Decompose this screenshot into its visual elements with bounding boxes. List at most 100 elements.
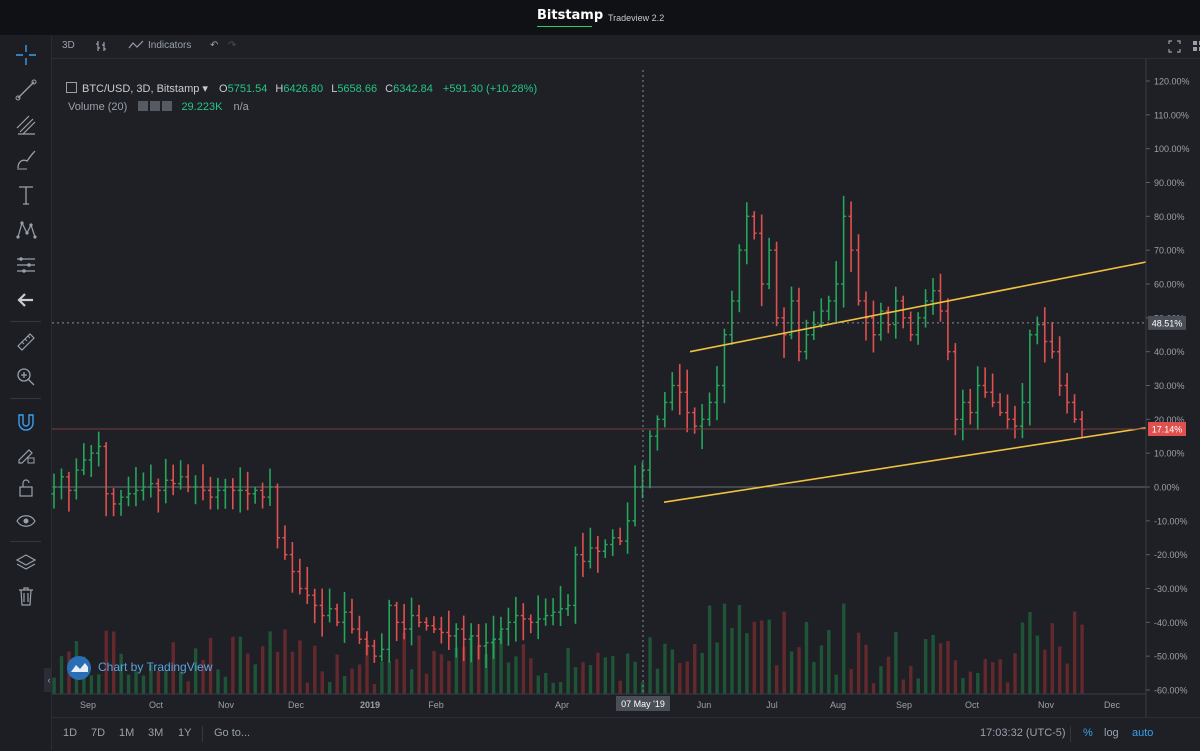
volume-bar — [1043, 649, 1047, 694]
symbol-label[interactable]: BTC/USD, 3D, Bitstamp — [82, 83, 200, 95]
log-scale-toggle[interactable]: log — [1104, 727, 1119, 739]
collapse-sidebar-button[interactable]: ‹ — [44, 668, 54, 692]
undo-icon[interactable]: ↶ — [210, 40, 219, 51]
x-tick-label: Oct — [965, 700, 980, 710]
volume-bar — [819, 645, 824, 694]
volume-bar — [625, 653, 630, 694]
goto-button[interactable]: Go to... — [214, 727, 251, 739]
volume-bar — [603, 657, 608, 694]
y-tick-label: 80.00% — [1154, 212, 1185, 222]
volume-bar — [97, 674, 101, 694]
volume-bar — [156, 670, 161, 694]
redo-icon[interactable]: ↷ — [228, 40, 237, 51]
brush-tool-icon[interactable] — [13, 147, 39, 173]
volume-bar — [611, 655, 615, 694]
low-value: 5658.66 — [337, 83, 378, 95]
crosshair-y-badge — [1148, 315, 1186, 330]
volume-bar — [1058, 646, 1062, 694]
interval-button[interactable]: 3D — [62, 40, 75, 51]
auto-scale-toggle[interactable]: auto — [1132, 727, 1154, 739]
volume-bar — [491, 638, 496, 694]
volume-bar — [149, 664, 153, 694]
bottom-toolbar: 1D 7D 1M 3M 1Y Go to... 17:03:32 (UTC-5)… — [52, 717, 1200, 751]
range-7d-button[interactable]: 7D — [91, 727, 106, 739]
indicators-icon[interactable] — [128, 40, 144, 53]
zoom-in-icon[interactable] — [13, 364, 39, 390]
brand-title[interactable]: Bitstamp — [537, 8, 604, 23]
volume-bar — [901, 679, 906, 694]
low-label: L — [331, 83, 338, 95]
x-tick-label: Nov — [218, 700, 235, 710]
watermark-text[interactable]: Chart by TradingView — [98, 660, 213, 675]
pattern-tool-icon[interactable] — [13, 217, 39, 243]
volume-bar — [372, 683, 377, 694]
volume-bar — [544, 672, 548, 694]
fullscreen-icon[interactable] — [1168, 40, 1181, 56]
indicators-button[interactable]: Indicators — [148, 40, 192, 51]
volume-bar — [812, 662, 816, 694]
back-arrow-icon[interactable] — [13, 287, 39, 313]
y-tick-label: 110.00% — [1154, 110, 1189, 120]
trash-icon[interactable] — [13, 583, 39, 609]
volume-bar — [879, 666, 883, 694]
range-3m-button[interactable]: 3M — [148, 727, 164, 739]
range-1m-button[interactable]: 1M — [119, 727, 135, 739]
layers-icon[interactable] — [13, 550, 39, 576]
volume-bar — [745, 633, 749, 694]
volume-bar — [678, 662, 682, 694]
volume-bar — [424, 673, 429, 694]
volume-bar — [387, 661, 392, 694]
volume-bar — [693, 644, 697, 694]
eye-icon[interactable] — [13, 508, 39, 534]
x-tick-label: Oct — [149, 700, 164, 710]
percent-scale-toggle[interactable]: % — [1083, 727, 1093, 739]
dropdown-icon[interactable]: ▾ — [202, 83, 208, 95]
volume-bar — [670, 649, 675, 694]
tradingview-watermark[interactable]: Chart by TradingView — [66, 655, 213, 681]
crosshair-x-label: 07 May '19 — [621, 699, 665, 709]
eye-small-icon[interactable] — [138, 101, 149, 111]
volume-bar — [730, 627, 734, 694]
y-tick-label: 10.00% — [1154, 449, 1185, 459]
range-1y-button[interactable]: 1Y — [178, 727, 192, 739]
volume-buttons[interactable] — [136, 101, 173, 113]
volume-bar — [886, 656, 891, 694]
bar-style-icon[interactable] — [95, 40, 107, 55]
y-tick-label: -60.00% — [1154, 686, 1188, 696]
volume-bar — [1050, 623, 1055, 694]
volume-legend: Volume (20) 29.223K n/a — [68, 101, 249, 113]
pitchfork-tool-icon[interactable] — [13, 112, 39, 138]
y-tick-label: -30.00% — [1154, 584, 1188, 594]
volume-bar — [134, 671, 138, 694]
settings-gear-small-icon[interactable] — [66, 82, 77, 93]
volume-bar — [104, 630, 108, 694]
volume-bar — [700, 652, 704, 694]
crosshair-tool-icon[interactable] — [13, 42, 39, 68]
brand-underline — [537, 26, 592, 27]
volume-bar — [1020, 622, 1025, 694]
text-tool-icon[interactable] — [13, 182, 39, 208]
trendline-tool-icon[interactable] — [13, 77, 39, 103]
ruler-tool-icon[interactable] — [13, 329, 39, 355]
chart-background — [52, 59, 1146, 717]
volume-bar — [640, 682, 645, 694]
volume-bar — [938, 643, 943, 694]
volume-bar — [663, 643, 667, 694]
lock-icon[interactable] — [13, 475, 39, 501]
close-small-icon[interactable] — [162, 101, 173, 111]
volume-bar — [298, 640, 302, 694]
x-tick-label: Sep — [80, 700, 96, 710]
range-1d-button[interactable]: 1D — [63, 727, 78, 739]
magnet-icon[interactable] — [13, 409, 39, 435]
pencil-lock-icon[interactable] — [13, 442, 39, 468]
drawing-tools-sidebar — [0, 36, 52, 750]
volume-value: 29.223K — [181, 101, 223, 113]
bottom-divider — [202, 726, 203, 742]
volume-bar — [357, 664, 362, 694]
gear-small-icon[interactable] — [150, 101, 161, 111]
volume-bar — [737, 605, 742, 694]
y-tick-label: -40.00% — [1154, 618, 1188, 628]
prediction-tool-icon[interactable] — [13, 252, 39, 278]
volume-bar — [275, 651, 280, 694]
